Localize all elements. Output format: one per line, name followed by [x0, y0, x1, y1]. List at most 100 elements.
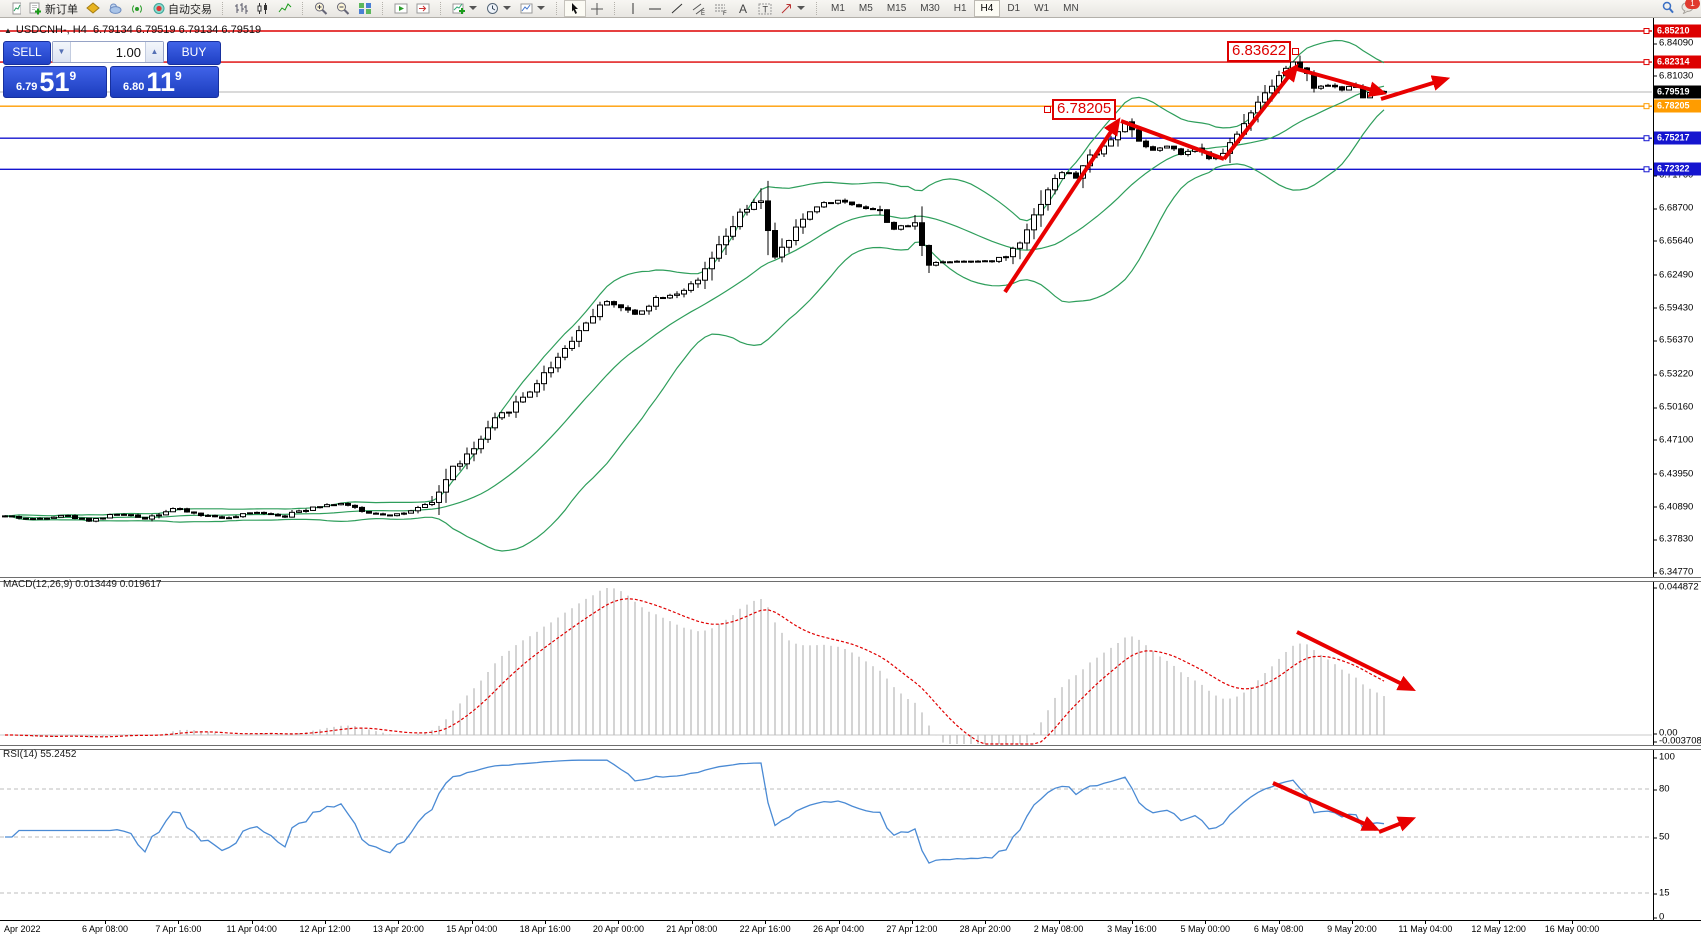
bar-chart-button[interactable] — [230, 0, 252, 17]
channel-icon: E — [692, 3, 705, 15]
cursor-button[interactable] — [564, 0, 586, 17]
date-label: 3 May 16:00 — [1107, 924, 1157, 934]
templates-button[interactable] — [516, 0, 550, 17]
pane-separator-main-macd[interactable] — [0, 577, 1701, 582]
pane-separator-macd-rsi[interactable] — [0, 745, 1701, 750]
toolbar-separator — [382, 2, 384, 15]
trend-arrow[interactable] — [1120, 119, 1225, 161]
channel-button[interactable]: E — [688, 0, 710, 17]
periods-button[interactable] — [482, 0, 516, 17]
zoom-out-button[interactable] — [332, 0, 354, 17]
chart-shift-icon — [416, 3, 430, 14]
volume-control: ▼ ▲ — [52, 41, 164, 63]
timeframe-button-M30[interactable]: M30 — [920, 3, 940, 14]
trend-arrows[interactable] — [1272, 781, 1417, 834]
trend-arrow[interactable] — [1003, 117, 1121, 294]
price-badge-6.75217: 6.75217 — [1654, 131, 1701, 145]
fibonacci-button[interactable]: F — [710, 0, 732, 17]
timeframe-button-M15[interactable]: M15 — [886, 3, 907, 14]
level-line-handle[interactable] — [1643, 166, 1650, 173]
crosshair-button[interactable] — [586, 0, 608, 17]
price-badge-6.82314: 6.82314 — [1654, 55, 1701, 69]
date-tick — [838, 921, 840, 924]
sell-button[interactable]: SELL — [3, 41, 51, 65]
indicators-button[interactable] — [448, 0, 482, 17]
annotation-handle[interactable] — [1044, 106, 1051, 113]
vline-button[interactable] — [622, 0, 644, 17]
buy-price-panel[interactable]: 6.80 11 9 — [110, 66, 219, 98]
trend-arrows[interactable] — [1296, 630, 1416, 691]
level-line-handle[interactable] — [1643, 103, 1650, 110]
collapse-trade-panel-arrow[interactable]: ▲ — [4, 26, 12, 35]
rsi-line — [5, 759, 1385, 864]
autotrading-button[interactable]: 自动交易 — [148, 0, 216, 19]
chart-title: ▲ USDCNH-, H4 6.79134 6.79519 6.79134 6.7… — [4, 24, 261, 36]
timeframe-button-M1[interactable]: M1 — [831, 3, 845, 14]
annotation-handle[interactable] — [1292, 48, 1300, 55]
text-button[interactable]: A — [732, 0, 754, 17]
label-button[interactable]: T — [754, 0, 776, 17]
trendline-button[interactable] — [666, 0, 688, 17]
volume-increase-button[interactable]: ▲ — [145, 42, 163, 62]
hline-icon — [649, 8, 661, 10]
auto-scroll-button[interactable] — [390, 0, 412, 17]
price-tick: 6.34770 — [1652, 566, 1694, 578]
sell-price-small: 6.79 — [16, 81, 38, 93]
toolbar-right-group: 1 — [1661, 0, 1701, 17]
candle-chart-button[interactable] — [252, 0, 274, 17]
notification-badge: 1 — [1685, 0, 1700, 9]
trend-arrow[interactable] — [1378, 816, 1417, 834]
hline-button[interactable] — [644, 0, 666, 17]
volume-input[interactable] — [71, 42, 145, 62]
date-label: 18 Apr 16:00 — [519, 924, 571, 934]
trend-arrow[interactable] — [1272, 781, 1381, 831]
chat-button[interactable]: 1 — [1681, 0, 1700, 17]
date-label: 6 Apr 08:00 — [81, 924, 129, 934]
date-tick — [1498, 921, 1500, 924]
cloud-button[interactable] — [104, 0, 126, 17]
toolbar-group — [445, 0, 553, 17]
timeframe-button-M5[interactable]: M5 — [858, 3, 873, 14]
date-label: 13 Apr 20:00 — [372, 924, 424, 934]
level-line-handle[interactable] — [1643, 59, 1650, 66]
sell-price-panel[interactable]: 6.79 51 9 — [3, 66, 107, 98]
date-tick — [105, 921, 106, 924]
macd-histogram — [11, 588, 1385, 744]
trend-arrows[interactable] — [1003, 63, 1451, 294]
level-line-handle[interactable] — [1643, 135, 1650, 142]
timeframe-button-D1[interactable]: D1 — [1007, 3, 1021, 14]
macd-axis-max: 0.044872 — [1653, 581, 1699, 593]
buy-button[interactable]: BUY — [167, 41, 221, 65]
search-button[interactable] — [1661, 1, 1675, 17]
trend-arrow[interactable] — [1296, 630, 1416, 691]
trend-arrow[interactable] — [1380, 75, 1451, 101]
line-chart-button[interactable] — [274, 0, 296, 17]
level-line-handle[interactable] — [1643, 28, 1650, 34]
price-pane — [0, 28, 1652, 552]
date-label: 6 May 08:00 — [1253, 924, 1304, 934]
rsi-pane — [0, 759, 1652, 894]
macd-pane — [0, 588, 1652, 745]
shapes-button[interactable] — [776, 0, 810, 17]
timeframe-button-H1[interactable]: H1 — [953, 3, 967, 14]
date-label: 20 Apr 00:00 — [592, 924, 644, 934]
price-annotation[interactable]: 6.83622 — [1227, 41, 1300, 62]
timeframe-button-H4[interactable]: H4 — [973, 0, 1001, 17]
timeframe-button-MN[interactable]: MN — [1063, 3, 1079, 14]
chart-shift-button[interactable] — [412, 0, 434, 17]
signals-button[interactable] — [126, 0, 148, 17]
timeframe-button-W1[interactable]: W1 — [1034, 3, 1050, 14]
trend-arrow[interactable] — [1222, 63, 1299, 161]
volume-decrease-button[interactable]: ▼ — [53, 42, 71, 62]
tile-windows-button[interactable] — [354, 0, 376, 17]
chart-window: ▲ USDCNH-, H4 6.79134 6.79519 6.79134 6.7… — [0, 17, 1701, 937]
chart-partial-button[interactable] — [3, 0, 25, 17]
new-order-button[interactable]: 新订单 — [25, 0, 82, 19]
metaeditor-button[interactable] — [82, 0, 104, 17]
date-label: 11 May 04:00 — [1398, 924, 1453, 934]
price-annotation[interactable]: 6.78205 — [1044, 99, 1117, 120]
signals-icon — [132, 5, 142, 13]
trend-arrow[interactable] — [1296, 67, 1388, 98]
zoom-in-button[interactable] — [310, 0, 332, 17]
